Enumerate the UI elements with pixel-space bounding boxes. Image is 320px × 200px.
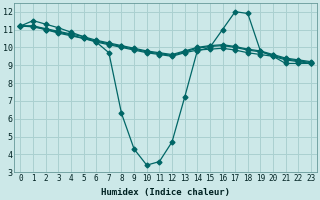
X-axis label: Humidex (Indice chaleur): Humidex (Indice chaleur) bbox=[101, 188, 230, 197]
